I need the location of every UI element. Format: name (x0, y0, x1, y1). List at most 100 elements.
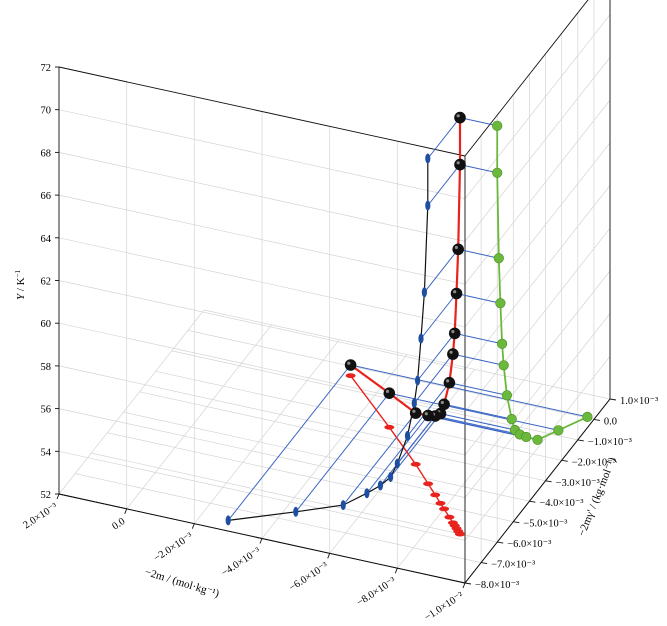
projection-line (440, 413, 516, 431)
data-markers (225, 111, 593, 537)
projection-lines (227, 117, 588, 521)
main-point (448, 327, 461, 340)
projection-line (458, 248, 499, 259)
left-projection-point (377, 480, 383, 491)
projection-line (389, 392, 559, 431)
main-point-highlight (446, 379, 450, 383)
back-projection-point (501, 390, 513, 401)
grid-line (464, 356, 611, 541)
y-tick-label: 66 (41, 191, 52, 202)
projection-line (459, 117, 498, 127)
back-projection-point (582, 411, 593, 423)
left-projection-point (340, 500, 346, 511)
frame-edge (464, 0, 589, 157)
left-projection-point (225, 515, 231, 526)
grid-line (464, 57, 611, 242)
z-tick-label: −2.0×10⁻³ (572, 457, 616, 468)
z-tick-mark (464, 582, 472, 585)
main-point-highlight (385, 389, 390, 393)
left-projection-point (418, 333, 424, 344)
back-projection-point (493, 253, 504, 264)
main-point (383, 387, 396, 400)
back-projection-point (498, 360, 509, 371)
floor-projection-point (447, 520, 458, 526)
projection-line (452, 353, 504, 366)
projection-line (459, 164, 498, 174)
floor-projection-point (435, 500, 446, 506)
projection-line (427, 117, 461, 159)
grid-line (464, 185, 611, 370)
main-point-highlight (347, 361, 351, 365)
back-projection-point (521, 431, 532, 443)
projection-line (456, 293, 501, 304)
grid-line (464, 0, 589, 157)
left-projection-point (411, 398, 417, 409)
left-projection-point (421, 287, 427, 298)
x-tick-mark (124, 508, 128, 514)
main-point (454, 111, 466, 124)
z-tick-mark (497, 541, 504, 544)
projection-line (427, 164, 461, 206)
back-projection-point (492, 120, 503, 131)
y-tick-label: 68 (41, 148, 52, 159)
x-tick-mark (394, 568, 398, 574)
grid-lines (58, 0, 611, 584)
projection-line (227, 364, 351, 521)
x-tick-mark (327, 553, 331, 559)
floor-projection-point (430, 492, 441, 498)
axes-frame (58, 0, 611, 584)
main-point (344, 359, 357, 371)
grid-line (464, 142, 611, 328)
left-projection-point (394, 458, 400, 469)
tick-labels: 52 54 56 58 60 62 64 66 68 70 72 2.0×10⁻³ 0.0 −2.0×10… (22, 63, 659, 624)
x-tick-label: −6.0×10⁻³ (287, 561, 330, 594)
main-point (454, 158, 466, 171)
back-projection-point (553, 425, 564, 436)
grid-line (126, 324, 272, 510)
z-tick-mark (481, 562, 488, 565)
z-tick-label: −1.0×10⁻³ (588, 437, 632, 448)
main-point (452, 243, 465, 256)
projection-line (407, 382, 450, 437)
x-tick-label: 0.0 (110, 516, 127, 532)
y-tick-label: 58 (41, 362, 52, 373)
left-projection-point (415, 375, 421, 386)
z-tick-mark (577, 439, 584, 442)
z-tick-mark (513, 521, 520, 524)
x-axis-label: −2m / (mol·kg⁻¹) (143, 566, 220, 600)
projection-line (417, 333, 456, 381)
x-tick-label: −2.0×10⁻³ (152, 531, 195, 564)
projection-line (443, 403, 512, 420)
projection-line (424, 248, 459, 293)
floor-projection-point (439, 506, 450, 512)
y-tick-label: 54 (41, 447, 52, 458)
grid-line (464, 227, 611, 413)
left-projection-point (293, 506, 299, 517)
projection-line (413, 353, 454, 404)
left-projection-point (425, 200, 431, 211)
floor-projection-point (423, 481, 434, 487)
grid-line (58, 309, 205, 495)
back-projection-point (492, 167, 503, 178)
back-projection-point (532, 434, 543, 445)
main-curve (349, 117, 462, 418)
y-tick-label: 72 (41, 63, 52, 74)
x-tick-mark (462, 582, 466, 589)
back-projection-point (506, 414, 517, 425)
projection-line (366, 415, 429, 494)
y-axis-label: Y / K−1 (14, 269, 27, 300)
x-tick-mark (56, 493, 60, 500)
grid-line (464, 14, 611, 199)
projection-line (449, 382, 508, 396)
main-point-highlight (454, 245, 458, 250)
y-tick-label: 62 (41, 277, 52, 288)
floor-projection-point (384, 424, 395, 430)
z-axis-line (464, 398, 611, 584)
y-tick-label: 52 (41, 490, 52, 501)
main-point-highlight (440, 400, 444, 405)
floor-projection-point (345, 373, 356, 379)
projection-line (435, 415, 520, 435)
projection-line (454, 332, 503, 345)
main-point (447, 348, 459, 360)
